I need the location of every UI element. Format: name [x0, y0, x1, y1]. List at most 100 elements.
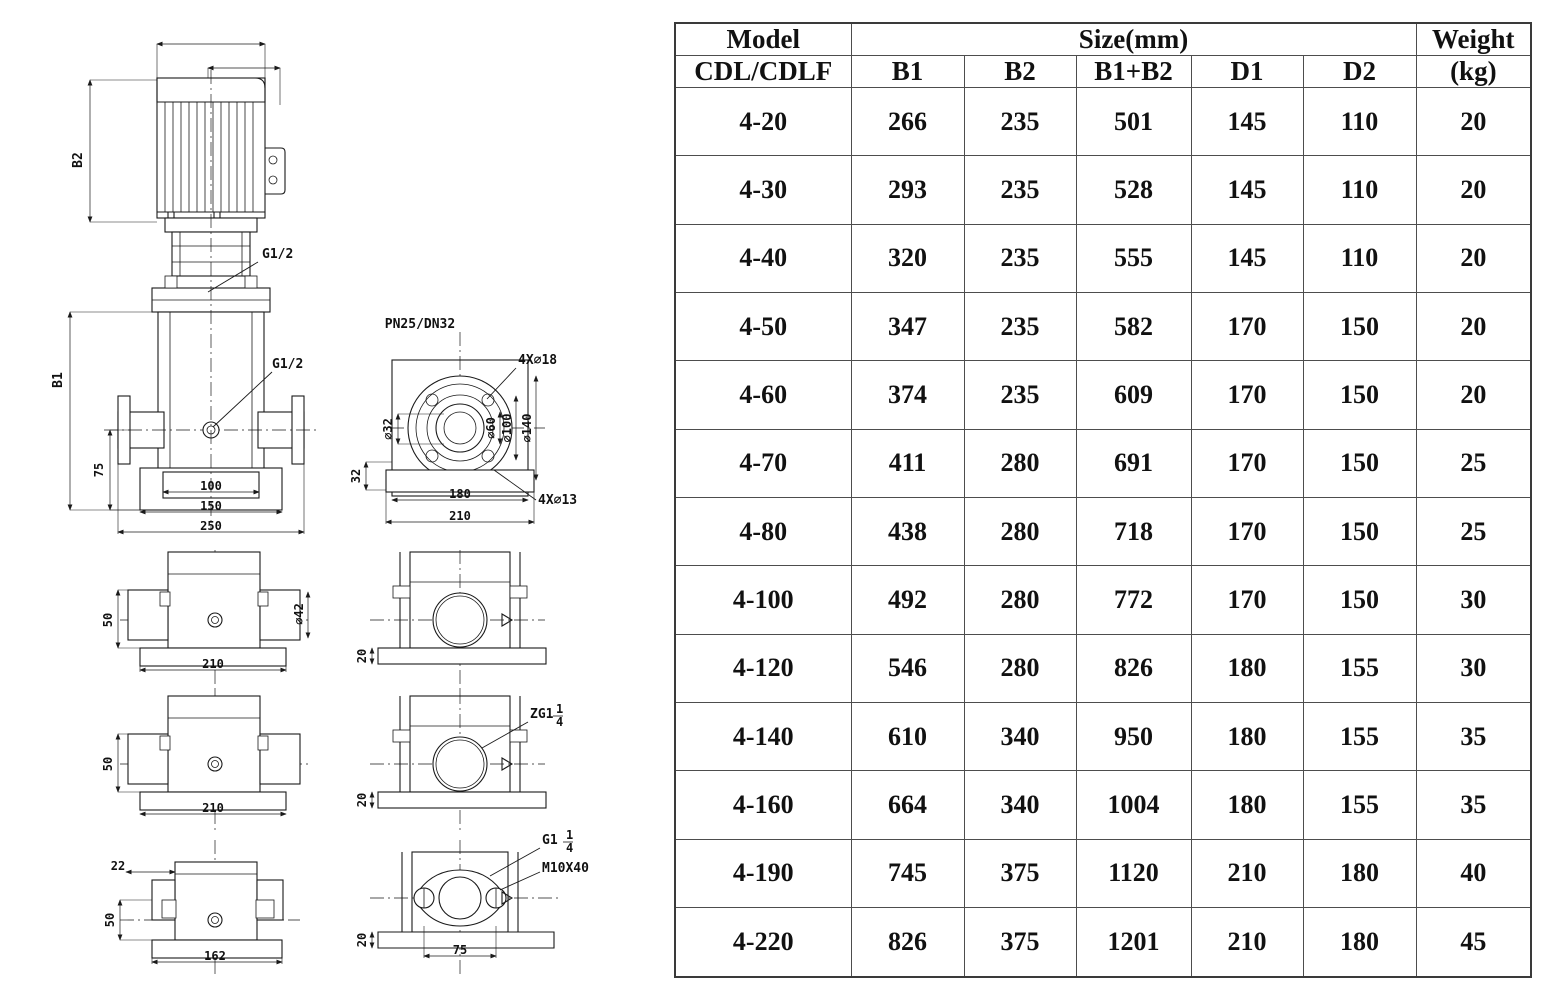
table-header-row-1: Model Size(mm) Weight — [674, 22, 1532, 56]
cell-d2: 150 — [1302, 565, 1417, 635]
cell-b1-plus-b2: 582 — [1075, 291, 1192, 362]
cell-d1: 180 — [1190, 701, 1304, 772]
cell-d2: 110 — [1302, 155, 1417, 225]
cell-d1: 180 — [1190, 633, 1304, 703]
spec-table-panel: Model Size(mm) Weight CDL/CDLF B1 B2 B1+… — [674, 22, 1533, 978]
label-zg114-frac-numerator: 1 — [556, 702, 563, 716]
label-50-c: 50 — [103, 913, 117, 927]
cell-b2: 235 — [963, 155, 1077, 225]
cell-weight: 20 — [1415, 86, 1532, 157]
label-g114-frac-numerator: 1 — [566, 828, 573, 842]
cell-b2: 235 — [963, 86, 1077, 157]
label-180: 180 — [449, 487, 471, 501]
table-row: 4-140 610 340 950 180 155 35 — [674, 701, 1532, 772]
cell-b1: 492 — [850, 565, 965, 635]
header-b1: B1 — [850, 55, 965, 88]
cell-d2: 180 — [1302, 838, 1417, 908]
cell-d1: 170 — [1190, 428, 1304, 498]
cell-d1: 170 — [1190, 496, 1304, 567]
cell-weight: 30 — [1415, 565, 1532, 635]
cell-d2: 110 — [1302, 223, 1417, 293]
label-210-top: 210 — [449, 509, 471, 523]
label-150: 150 — [200, 499, 222, 513]
cell-b1-plus-b2: 718 — [1075, 496, 1192, 567]
cell-model: 4-20 — [674, 86, 852, 157]
cell-b2: 375 — [963, 906, 1077, 978]
label-32: 32 — [349, 469, 363, 483]
cell-model: 4-30 — [674, 155, 852, 225]
front-view: G1/2 G1/2 — [51, 41, 320, 535]
cell-d1: 170 — [1190, 565, 1304, 635]
cell-d1: 145 — [1190, 86, 1304, 157]
cell-b1-plus-b2: 950 — [1075, 701, 1192, 772]
table-row: 4-80 438 280 718 170 150 25 — [674, 496, 1532, 567]
cell-b2: 235 — [963, 360, 1077, 430]
label-g12-upper: G1/2 — [262, 247, 293, 262]
label-20-b: 20 — [355, 793, 369, 807]
table-row: 4-160 664 340 1004 180 155 35 — [674, 770, 1532, 840]
cell-model: 4-80 — [674, 496, 852, 567]
cell-b1: 826 — [850, 906, 965, 978]
dimension-table: Model Size(mm) Weight CDL/CDLF B1 B2 B1+… — [674, 22, 1533, 978]
cell-model: 4-70 — [674, 428, 852, 498]
cell-weight: 35 — [1415, 770, 1532, 840]
cell-b1: 374 — [850, 360, 965, 430]
cell-d1: 170 — [1190, 291, 1304, 362]
view-mid-right-1: 20 — [355, 550, 547, 690]
cell-d1: 145 — [1190, 155, 1304, 225]
label-g12-lower: G1/2 — [272, 357, 303, 372]
cell-b2: 235 — [963, 291, 1077, 362]
table-row: 4-50 347 235 582 170 150 20 — [674, 291, 1532, 362]
cell-model: 4-120 — [674, 633, 852, 703]
cell-d2: 150 — [1302, 428, 1417, 498]
label-b2: B2 — [71, 152, 86, 168]
cell-d2: 150 — [1302, 496, 1417, 567]
table-row: 4-60 374 235 609 170 150 20 — [674, 360, 1532, 430]
label-4x13: 4X⌀13 — [538, 493, 577, 508]
label-20-a: 20 — [355, 649, 369, 663]
cell-weight: 20 — [1415, 360, 1532, 430]
label-20-c: 20 — [355, 933, 369, 947]
table-head: Model Size(mm) Weight CDL/CDLF B1 B2 B1+… — [674, 22, 1532, 88]
cell-b1: 745 — [850, 838, 965, 908]
cell-b2: 280 — [963, 428, 1077, 498]
label-210-b: 210 — [202, 801, 224, 815]
cell-model: 4-220 — [674, 906, 852, 978]
label-dia32: ⌀32 — [381, 418, 395, 440]
cell-weight: 45 — [1415, 906, 1532, 978]
cell-b1: 347 — [850, 291, 965, 362]
header-d1: D1 — [1190, 55, 1304, 88]
cell-b2: 280 — [963, 633, 1077, 703]
view-mid-left-2: 50 210 — [101, 690, 310, 830]
cell-b1-plus-b2: 609 — [1075, 360, 1192, 430]
label-210-a: 210 — [202, 657, 224, 671]
cell-d1: 210 — [1190, 838, 1304, 908]
cell-b2: 280 — [963, 565, 1077, 635]
cell-weight: 20 — [1415, 223, 1532, 293]
cell-d2: 150 — [1302, 291, 1417, 362]
view-mid-left-1: 50 210 ⌀42 — [101, 550, 311, 690]
cell-d1: 210 — [1190, 906, 1304, 978]
label-dia42: ⌀42 — [292, 603, 306, 625]
header-model-series: CDL/CDLF — [674, 55, 852, 88]
label-22: 22 — [111, 859, 125, 873]
label-50-a: 50 — [101, 613, 115, 627]
cell-weight: 20 — [1415, 155, 1532, 225]
cell-weight: 25 — [1415, 496, 1532, 567]
cell-b1-plus-b2: 826 — [1075, 633, 1192, 703]
cell-b1: 664 — [850, 770, 965, 840]
cell-model: 4-160 — [674, 770, 852, 840]
table-row: 4-190 745 375 1120 210 180 40 — [674, 838, 1532, 908]
cell-b2: 280 — [963, 496, 1077, 567]
label-50-b: 50 — [101, 757, 115, 771]
header-size: Size(mm) — [850, 22, 1417, 56]
label-dia60: ⌀60 — [484, 417, 498, 439]
cell-d2: 155 — [1302, 701, 1417, 772]
label-g114-frac-denominator: 4 — [566, 841, 573, 855]
cell-model: 4-60 — [674, 360, 852, 430]
table-row: 4-70 411 280 691 170 150 25 — [674, 428, 1532, 498]
cell-b1: 266 — [850, 86, 965, 157]
cell-model: 4-190 — [674, 838, 852, 908]
cell-b1-plus-b2: 772 — [1075, 565, 1192, 635]
